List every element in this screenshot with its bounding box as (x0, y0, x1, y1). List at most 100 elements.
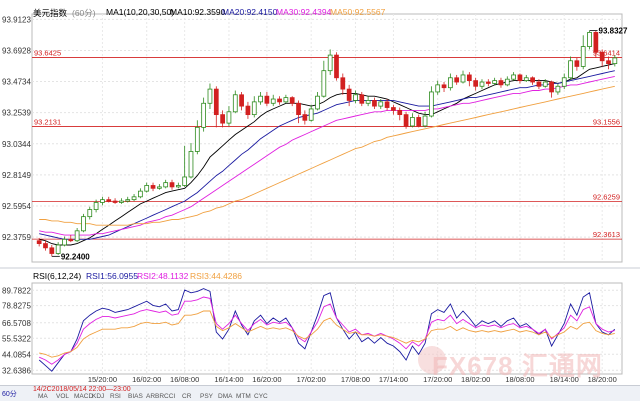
indicator-tab-cr[interactable]: CR (182, 393, 192, 400)
candle-body (182, 176, 188, 186)
candle-body (359, 94, 365, 104)
candle-body (74, 230, 80, 242)
candle-body (353, 94, 358, 101)
candle-body (169, 182, 175, 188)
rsi2-value: RSI2:48.1132 (137, 271, 189, 281)
candle-body (460, 74, 466, 83)
rsi-line-rsi3 (39, 310, 615, 358)
period-label: (60分) (72, 8, 96, 18)
candle-body (498, 80, 504, 86)
candle-body (258, 95, 263, 103)
candle-body (264, 95, 270, 104)
candle-body (580, 46, 586, 67)
candle-body (220, 114, 225, 124)
indicator-tab-macd[interactable]: MACD (74, 393, 94, 400)
candle-body (156, 186, 162, 189)
x-tick-label: 16/20:00 (252, 375, 281, 384)
candle-body (454, 77, 460, 83)
x-tick-label: 17/20:00 (423, 375, 452, 384)
corner-label: 60分 (2, 391, 17, 398)
candle-body (175, 185, 181, 188)
x-tick-label: 18/08:00 (505, 375, 534, 384)
rsi-label: RSI(6,12,24) (33, 271, 82, 281)
ma30-value: MA30:92.4394 (276, 7, 332, 17)
candle-body (245, 105, 251, 116)
reference-line-left-label: 93.6425 (34, 49, 61, 58)
ma-line-ma30 (39, 75, 615, 236)
candle-body (239, 94, 244, 107)
candle-body (365, 100, 371, 104)
candle-body (163, 182, 169, 188)
x-tick-label: 16/14:00 (214, 375, 243, 384)
candle-body (422, 115, 428, 127)
candle-body (504, 78, 510, 86)
price-y-tick: 93.2539 (2, 109, 31, 118)
candle-body (49, 247, 55, 254)
x-tick-label: 15/20:00 (88, 375, 117, 384)
rsi-line-rsi1 (38, 288, 616, 372)
rsi-y-tick: 55.5322 (2, 334, 31, 343)
candle-body (131, 196, 137, 201)
x-tick-label: 17/02:00 (297, 375, 326, 384)
candle-body (530, 77, 535, 83)
candle-body (606, 60, 611, 64)
indicator-tab-bias[interactable]: BIAS (128, 393, 143, 400)
indicator-tab-cyc[interactable]: CYC (254, 393, 268, 400)
reference-line-right-label: 92.3613 (593, 230, 620, 239)
candle-body (87, 209, 93, 218)
candle-body (441, 84, 447, 89)
watermark: FX678 汇通网 (432, 351, 603, 381)
indicator-tab-rsi[interactable]: RSI (110, 393, 121, 400)
reference-line-right-label: 93.6414 (593, 49, 620, 58)
candle-body (150, 185, 156, 189)
rsi3-value: RSI3:44.4286 (190, 271, 242, 281)
price-annotation: 93.8327 (599, 27, 628, 36)
candle-body (378, 101, 384, 107)
candle-body (62, 238, 67, 246)
candle-body (435, 84, 441, 93)
ma10-value: MA10:92.3590 (170, 7, 226, 17)
candle-body (106, 199, 112, 202)
candle-body (226, 111, 232, 124)
indicator-tab-mtm[interactable]: MTM (236, 393, 251, 400)
candle-body (251, 101, 257, 116)
candle-body (410, 117, 415, 127)
candle-body (112, 200, 118, 203)
ma50-value: MA50:92.5567 (330, 7, 386, 17)
rsi-y-tick: 44.0854 (2, 350, 31, 359)
indicator-tab-arbr[interactable]: ARBR (146, 393, 165, 400)
price-y-tick: 93.6928 (2, 46, 31, 55)
rsi-y-tick: 66.5708 (2, 319, 31, 328)
indicator-tab-kdj[interactable]: KDJ (92, 393, 105, 400)
indicator-tab-dma[interactable]: DMA (218, 393, 233, 400)
candle-body (93, 202, 99, 210)
candle-body (270, 98, 276, 104)
candle-body (334, 54, 339, 79)
indicator-tab-psy[interactable]: PSY (200, 393, 214, 400)
rsi-y-tick: 89.7822 (2, 286, 31, 295)
candle-body (207, 88, 213, 104)
candle-body (536, 81, 542, 87)
candle-body (593, 32, 599, 53)
candle-body (561, 77, 567, 87)
indicator-tab-cci[interactable]: CCI (164, 393, 176, 400)
range-label: 14/2C2018/05/14 22:00—23:00 (33, 386, 131, 393)
price-plot-frame (31, 13, 623, 263)
candle-body (403, 114, 409, 127)
candle-body (188, 151, 194, 178)
candle-body (55, 244, 61, 254)
ma20-value: MA20:92.4150 (222, 7, 278, 17)
x-tick-label: 17/14:00 (379, 375, 408, 384)
indicator-tab-ma[interactable]: MA (38, 393, 48, 400)
candle-body (485, 81, 491, 84)
candle-body (384, 101, 390, 108)
price-y-tick: 92.8149 (2, 171, 31, 180)
candle-body (612, 57, 618, 64)
rsi-y-tick: 78.8275 (2, 302, 31, 311)
indicator-tab-vol[interactable]: VOL (56, 393, 70, 400)
candle-body (473, 80, 479, 87)
price-y-tick: 93.4734 (2, 78, 31, 87)
reference-line-left-label: 93.2131 (34, 118, 61, 127)
